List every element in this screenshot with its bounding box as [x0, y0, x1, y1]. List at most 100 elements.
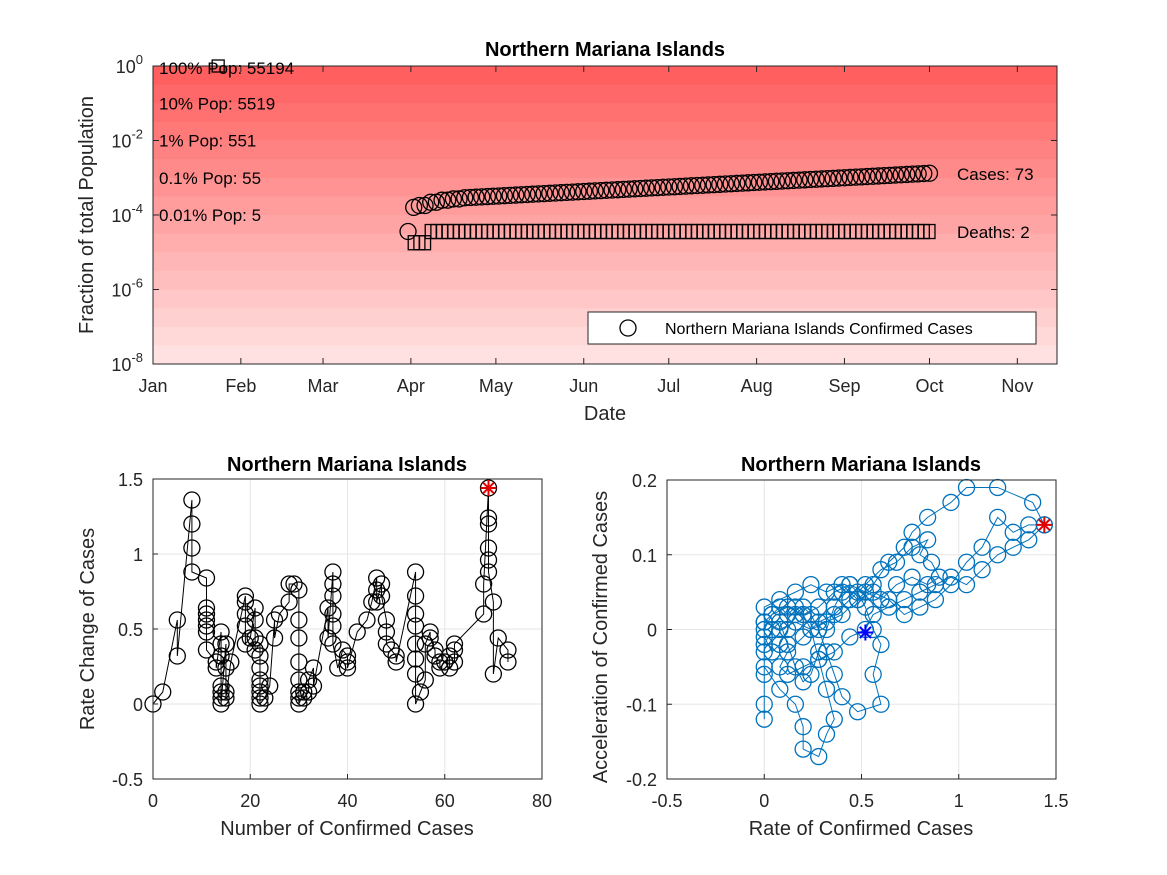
data-point — [290, 653, 308, 671]
data-point — [903, 568, 921, 586]
rate-change-chart: 0 20 40 60 80 -0.500.511.5 Northern Mariana … — [77, 454, 552, 840]
top-x-axis-label: Date — [584, 403, 626, 425]
data-point — [872, 635, 890, 654]
case-point — [433, 191, 451, 209]
case-point — [592, 181, 610, 200]
data-point — [479, 515, 498, 533]
case-point — [546, 184, 565, 202]
case-point — [586, 182, 604, 200]
x-tick-label: Jul — [657, 376, 680, 396]
data-point — [251, 647, 269, 665]
x-tick-label: 0 — [759, 791, 769, 811]
case-point — [637, 179, 655, 197]
data-point — [261, 677, 279, 695]
x-tick-label: Nov — [1001, 376, 1033, 396]
case-point — [665, 178, 684, 196]
data-point — [304, 659, 323, 677]
y-tick-label: 0.2 — [632, 471, 657, 491]
data-point — [246, 599, 264, 617]
data-point — [348, 623, 366, 641]
data-point — [168, 647, 186, 665]
data-point — [786, 695, 805, 713]
population-band — [153, 140, 1057, 160]
case-point — [643, 179, 661, 197]
data-point — [1020, 531, 1038, 549]
case-point — [501, 186, 519, 205]
case-point — [773, 172, 791, 190]
deaths-annotation: Deaths: 2 — [957, 223, 1030, 242]
x-tick-label: Jun — [569, 376, 598, 396]
bl-x-axis-label: Number of Confirmed Cases — [220, 818, 473, 840]
y-tick-label: 1.5 — [118, 470, 143, 490]
data-point — [377, 611, 396, 629]
data-point — [265, 629, 284, 647]
data-point — [183, 539, 201, 557]
data-point — [368, 581, 386, 599]
data-point — [880, 553, 898, 571]
data-point — [864, 576, 882, 594]
case-point — [818, 169, 837, 188]
data-point — [887, 553, 906, 571]
case-point — [671, 177, 689, 196]
data-point — [841, 628, 859, 646]
x-tick-label: Feb — [225, 376, 256, 396]
case-point — [603, 181, 621, 199]
data-point — [755, 598, 773, 616]
data-point — [406, 605, 425, 623]
data-point — [479, 563, 498, 581]
case-point — [830, 169, 848, 187]
population-band-labels: 100% Pop: 55194 10% Pop: 5519 1% Pop: 551 0… — [159, 59, 294, 225]
data-point — [329, 659, 347, 677]
case-point — [824, 169, 842, 187]
case-point — [456, 189, 474, 207]
data-point — [833, 576, 851, 594]
case-point — [518, 185, 536, 204]
case-point — [490, 187, 508, 205]
case-point — [694, 176, 712, 194]
x-tick-label: 20 — [240, 791, 260, 811]
data-point — [880, 598, 898, 616]
case-point — [677, 177, 695, 195]
br-series — [755, 478, 1053, 766]
data-point — [817, 725, 836, 743]
data-point — [372, 587, 391, 605]
data-point — [251, 677, 269, 695]
data-point — [895, 538, 913, 556]
br-x-ticks: -0.5 0 0.5 1 1.5 — [651, 774, 1069, 811]
top-chart-title: Northern Mariana Islands — [485, 39, 725, 61]
square-marker — [211, 59, 225, 73]
bl-y-axis-label: Rate Change of Cases — [77, 528, 99, 730]
case-point — [524, 185, 542, 203]
data-point — [440, 647, 459, 665]
data-point — [864, 583, 882, 601]
y-tick-label: 0 — [647, 621, 657, 641]
data-point — [848, 703, 867, 721]
data-point — [183, 491, 201, 509]
data-point — [794, 658, 812, 676]
data-point — [406, 635, 425, 653]
population-band-label: 10% Pop: 5519 — [159, 94, 275, 113]
data-point — [236, 617, 255, 635]
data-point — [368, 593, 386, 611]
data-point — [280, 575, 298, 593]
bl-series — [144, 479, 517, 713]
data-point — [431, 659, 449, 677]
top-legend: Northern Mariana Islands Confirmed Cases — [587, 311, 1037, 345]
case-point — [660, 178, 678, 196]
population-band — [153, 84, 1057, 104]
data-point — [290, 581, 308, 599]
data-point — [377, 635, 396, 653]
data-point — [212, 623, 230, 641]
top-y-axis-label: Fraction of total Population — [76, 96, 98, 334]
data-point — [973, 538, 991, 556]
data-point — [817, 583, 836, 601]
data-point — [299, 683, 318, 701]
data-point — [989, 478, 1007, 497]
data-point — [802, 620, 820, 639]
data-point — [406, 617, 425, 635]
data-point — [416, 671, 434, 689]
case-point — [450, 190, 468, 208]
data-point — [251, 695, 269, 713]
data-point — [989, 546, 1007, 564]
y-tick-label: 10-6 — [111, 276, 143, 301]
